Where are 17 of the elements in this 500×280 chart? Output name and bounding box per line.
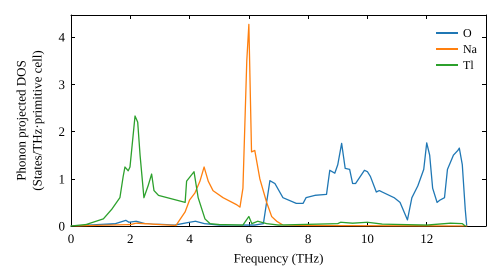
- x-axis-title: Frequency (THz): [234, 250, 324, 266]
- x-tick-label: 6: [246, 231, 253, 246]
- y-tick-label: 3: [58, 76, 65, 92]
- y-tick-label: 2: [58, 124, 65, 140]
- legend-label: Tl: [463, 58, 474, 72]
- y-tick-label: 1: [58, 171, 65, 186]
- y-axis-title: Phonon projected DOS (States/THz·primitive cell): [14, 50, 44, 191]
- x-tick-label: 4: [186, 231, 194, 246]
- line-series: [70, 115, 466, 227]
- y-tick-label: 0: [58, 218, 65, 234]
- x-tick-label: 10: [360, 231, 374, 246]
- y-tick-label: 4: [58, 30, 66, 45]
- legend-label: O: [463, 26, 472, 40]
- x-tick-label: 2: [127, 231, 134, 246]
- legend-label: Na: [463, 42, 478, 56]
- x-tick-label: 8: [304, 231, 312, 246]
- x-tick-label: 12: [420, 231, 434, 246]
